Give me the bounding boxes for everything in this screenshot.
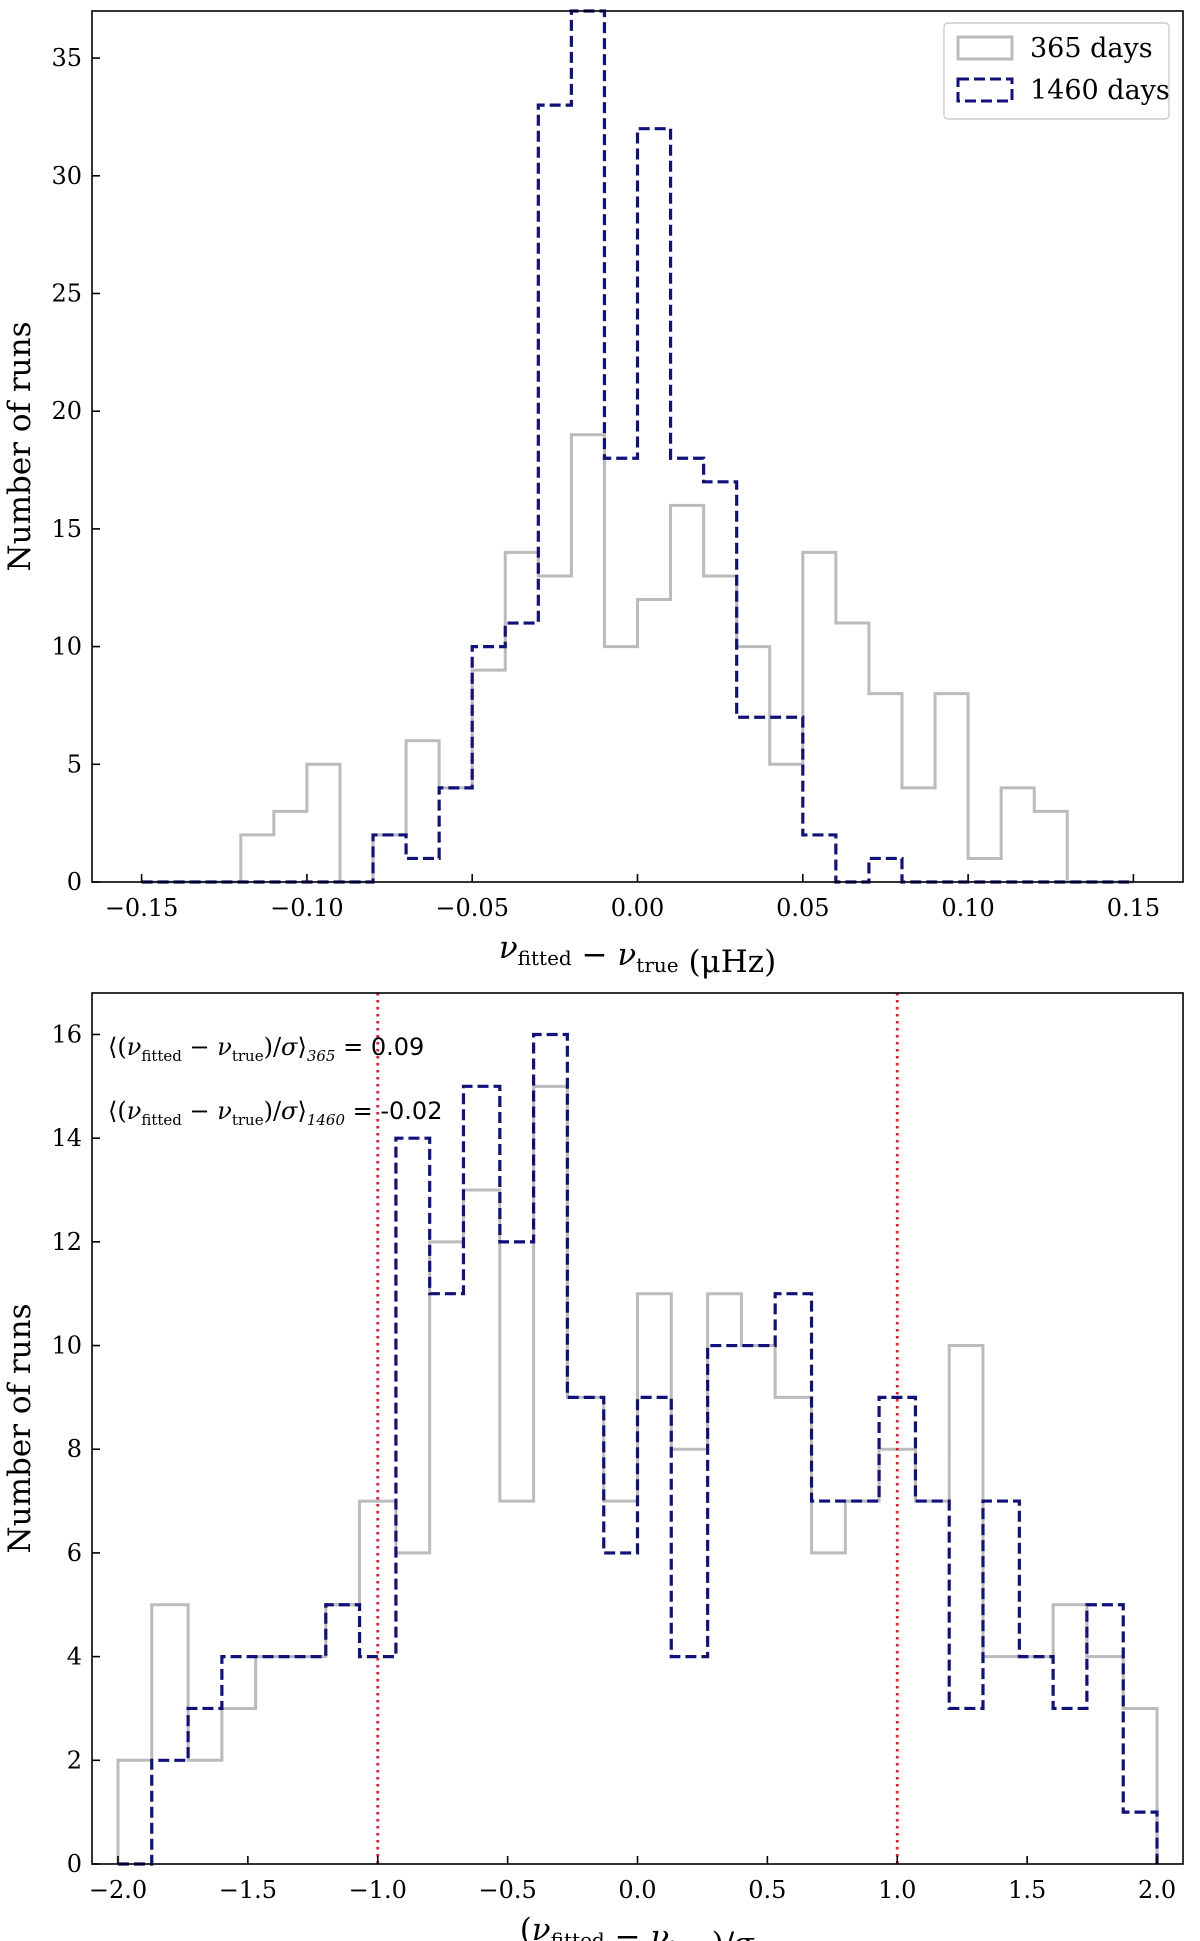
y-axis-label: Number of runs: [2, 322, 38, 572]
y-tick-label: 10: [51, 633, 82, 661]
legend-swatch-1: [956, 35, 1014, 61]
x-tick-label: 0.10: [941, 894, 994, 922]
y-tick-label: 5: [67, 750, 82, 778]
legend-swatch-2: [956, 77, 1014, 103]
x-tick-label: −1.0: [349, 1876, 407, 1904]
x-tick-label: 0.15: [1107, 894, 1160, 922]
y-tick-label: 0: [67, 868, 82, 896]
histogram-1460-days-series: [117, 1032, 1159, 1866]
x-tick-label: 2.0: [1138, 1876, 1176, 1904]
x-tick-label: 1.0: [878, 1876, 916, 1904]
x-tick-label: 0.0: [618, 1876, 656, 1904]
x-tick-label: −2.0: [89, 1876, 147, 1904]
y-tick-label: 6: [67, 1539, 82, 1567]
x-tick-label: −0.05: [435, 894, 509, 922]
y-tick-label: 30: [51, 162, 82, 190]
histogram-365-days-series: [141, 433, 1134, 884]
y-tick-label: 2: [67, 1746, 82, 1774]
histogram-365-days-series: [116, 1084, 1159, 1864]
y-axis-label: Number of runs: [2, 1304, 38, 1554]
y-tick-label: 12: [51, 1228, 82, 1256]
x-tick-label: 0.00: [611, 894, 664, 922]
legend-box: [943, 22, 1170, 120]
histogram-1460-days-series: [141, 9, 1134, 884]
y-tick-label: 14: [51, 1124, 82, 1152]
y-tick-label: 10: [51, 1332, 82, 1360]
x-axis-label: νfitted − νtrue (μHz): [499, 930, 776, 980]
bottom-histogram-panel: −2.0 −1.5 −1.0 −0.5 0.0 0.5 1.0 1.5 2.0 0 2 4 6 8 10 12…: [2, 992, 1184, 1941]
legend: 365 days 1460 days: [943, 22, 1170, 120]
x-tick-label: 0.05: [776, 894, 829, 922]
y-tick-label: 4: [67, 1643, 82, 1671]
x-tick-label: −0.5: [478, 1876, 536, 1904]
x-tick-label: 0.5: [748, 1876, 786, 1904]
y-tick-label: 20: [51, 397, 82, 425]
x-tick-label: −0.10: [270, 894, 344, 922]
top-histogram-panel: −0.15 −0.10 −0.05 0.00 0.05 0.10 0.15 0 5 10 15 20 2…: [2, 9, 1184, 980]
x-tick-label: −0.15: [105, 894, 179, 922]
y-tick-label: 0: [67, 1850, 82, 1878]
legend-label-1: 365 days: [1030, 33, 1153, 64]
mean-annotation-1: ⟨(νfitted − νtrue)/σ⟩365 = 0.09: [108, 1033, 424, 1065]
y-tick-label: 25: [51, 279, 82, 307]
x-axis-label: (νfitted − νtrue)/σ: [520, 1912, 756, 1941]
y-tick-label: 35: [51, 44, 82, 72]
y-tick-label: 8: [67, 1435, 82, 1463]
legend-label-2: 1460 days: [1030, 75, 1170, 106]
y-tick-label: 15: [51, 515, 82, 543]
y-tick-label: 16: [51, 1020, 82, 1048]
mean-annotation-2: ⟨(νfitted − νtrue)/σ⟩1460 = -0.02: [108, 1097, 442, 1129]
x-tick-label: −1.5: [219, 1876, 277, 1904]
x-tick-label: 1.5: [1008, 1876, 1046, 1904]
